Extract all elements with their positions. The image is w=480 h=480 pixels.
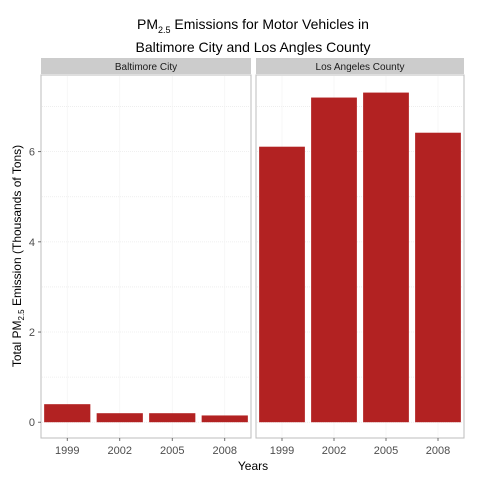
bar-2002	[96, 413, 143, 423]
y-axis-title: Total PM2.5 Emission (Thousands of Tons)	[10, 145, 26, 367]
chart-title-line1: PM2.5 Emissions for Motor Vehicles in	[137, 16, 369, 35]
title-pm: PM	[137, 16, 158, 32]
bar-2002	[311, 97, 357, 423]
ylabel-pm: Total PM	[10, 320, 24, 367]
bar-2005	[149, 413, 196, 423]
title-subscript: 2.5	[158, 25, 171, 35]
strip-label-los-angeles-county: Los Angeles County	[316, 62, 405, 73]
x-tick-label: 2008	[426, 445, 450, 457]
y-tick-label: 2	[29, 327, 35, 339]
x-tick-label: 1999	[270, 445, 294, 457]
y-tick-label: 6	[29, 147, 35, 159]
panel-baltimore-city: Baltimore City 1999 2002 2005 2008	[40, 58, 252, 457]
panel-los-angeles-county: Los Angeles County 1999 2002 2005 2008	[255, 58, 465, 457]
bar-2008	[415, 132, 461, 423]
bars	[259, 92, 461, 423]
gridlines	[42, 76, 250, 437]
x-tick-label: 2008	[213, 445, 237, 457]
bar-2005	[363, 92, 409, 423]
x-tick-labels: 1999 2002 2005 2008	[55, 438, 237, 457]
bar-1999	[44, 404, 91, 423]
ylabel-subscript: 2.5	[17, 309, 26, 321]
x-tick-label: 2005	[160, 445, 184, 457]
y-tick-label: 0	[29, 417, 35, 429]
chart-title-line2: Baltimore City and Los Angles County	[135, 39, 370, 55]
bar-1999	[259, 146, 305, 423]
bar-2008	[201, 415, 248, 423]
ylabel-rest: Emission (Thousands of Tons)	[10, 145, 24, 310]
x-tick-label: 2002	[108, 445, 132, 457]
bars	[44, 404, 248, 423]
strip-background	[41, 58, 251, 74]
y-tick-labels: 0 2 4 6	[29, 147, 41, 429]
x-axis-title: Years	[238, 459, 268, 473]
title-rest: Emissions for Motor Vehicles in	[171, 16, 369, 32]
x-tick-label: 1999	[55, 445, 79, 457]
x-tick-label: 2005	[374, 445, 398, 457]
strip-background	[256, 58, 464, 74]
panel-frame	[40, 74, 252, 439]
x-tick-label: 2002	[322, 445, 346, 457]
x-tick-labels: 1999 2002 2005 2008	[270, 438, 450, 457]
y-tick-label: 4	[29, 237, 35, 249]
strip-label-baltimore-city: Baltimore City	[115, 62, 177, 73]
